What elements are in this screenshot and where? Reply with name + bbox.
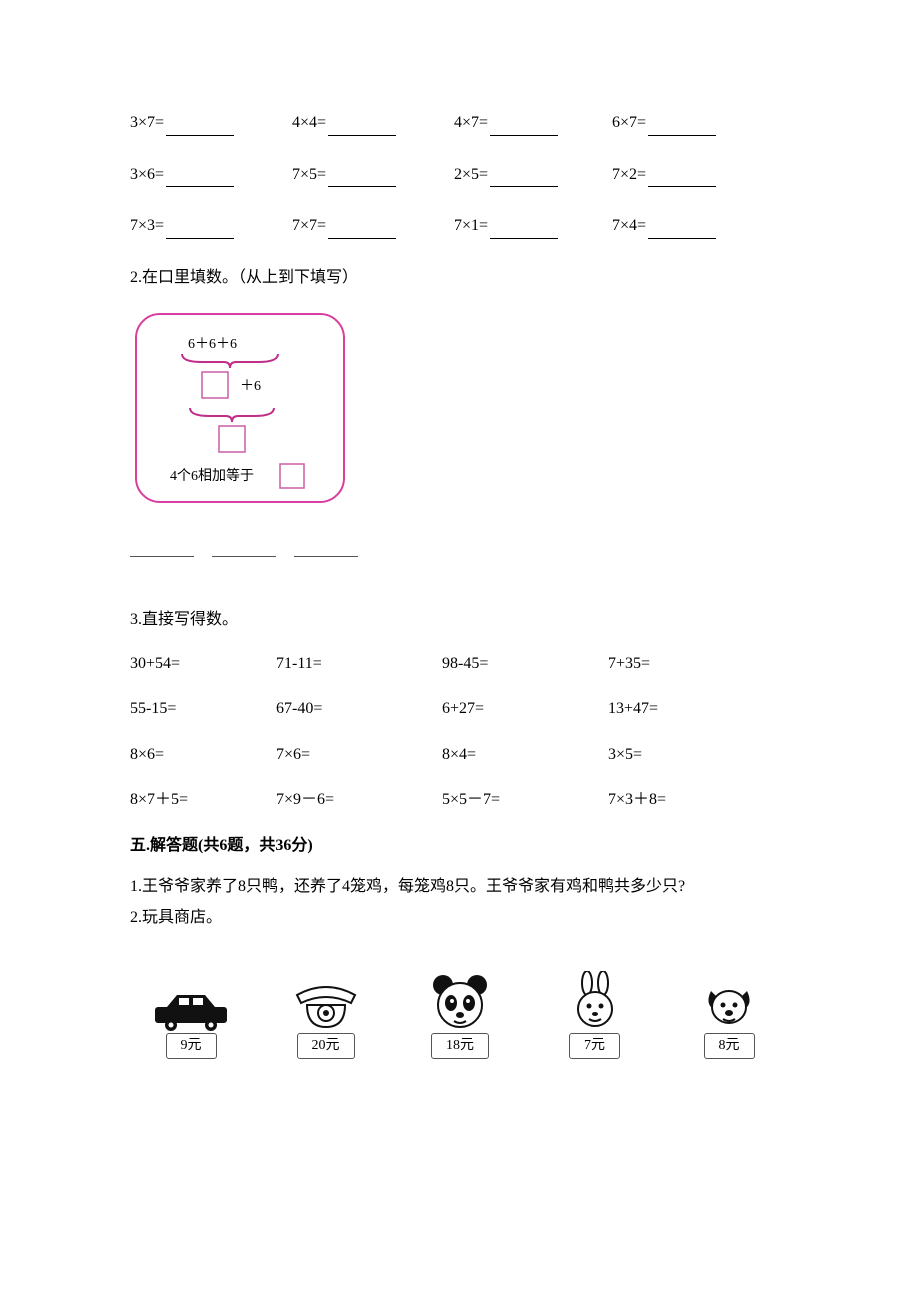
question-3-grid: 30+54= 71-11= 98-45= 7+35= 55-15= 67-40=… — [130, 651, 790, 813]
eq-cell: 6×7= — [612, 110, 772, 136]
eq-expr: 7×4= — [612, 213, 646, 239]
eq-cell: 7×5= — [292, 162, 454, 188]
calc-cell: 3×5= — [608, 742, 758, 768]
svg-text:＋6: ＋6 — [240, 379, 261, 394]
toy-item-rabbit: 7元 — [540, 973, 650, 1059]
answer-blank[interactable] — [328, 120, 396, 136]
calc-cell: 5×5－7= — [442, 787, 608, 813]
question-2-answer-blanks — [130, 547, 790, 557]
calc-cell: 7×6= — [276, 742, 442, 768]
toy-item-panda: 18元 — [405, 973, 515, 1059]
calc-cell: 30+54= — [130, 651, 276, 677]
eq-cell: 7×3= — [130, 213, 292, 239]
question-2-prompt: 2.在口里填数。（从上到下填写） — [130, 265, 790, 291]
answer-blank[interactable] — [166, 171, 234, 187]
price-tag: 9元 — [166, 1033, 217, 1059]
telephone-icon — [289, 973, 363, 1031]
eq-cell: 7×1= — [454, 213, 612, 239]
price-tag: 18元 — [431, 1033, 489, 1059]
eq-expr: 2×5= — [454, 162, 488, 188]
eq-cell: 7×2= — [612, 162, 772, 188]
toy-item-dog: 8元 — [674, 973, 784, 1059]
calc-cell: 7×9－6= — [276, 787, 442, 813]
eq-row: 3×6= 7×5= 2×5= 7×2= — [130, 162, 790, 188]
eq-expr: 6×7= — [612, 110, 646, 136]
calc-row: 8×6= 7×6= 8×4= 3×5= — [130, 742, 790, 768]
calc-cell: 8×7＋5= — [130, 787, 276, 813]
answer-blank[interactable] — [648, 171, 716, 187]
price-tag: 8元 — [704, 1033, 755, 1059]
calc-cell: 7×3＋8= — [608, 787, 758, 813]
eq-expr: 7×2= — [612, 162, 646, 188]
answer-blank[interactable] — [166, 223, 234, 239]
dog-icon — [701, 973, 757, 1031]
eq-expr: 7×5= — [292, 162, 326, 188]
question-2-diagram: 6＋6＋6 ＋6 4个6相加等于 — [130, 308, 790, 517]
answer-blank[interactable] — [166, 120, 234, 136]
eq-cell: 4×4= — [292, 110, 454, 136]
answer-blank[interactable] — [490, 171, 558, 187]
calc-cell: 13+47= — [608, 696, 758, 722]
eq-cell: 7×7= — [292, 213, 454, 239]
svg-text:6＋6＋6: 6＋6＋6 — [188, 337, 237, 352]
section-5-heading: 五.解答题(共6题，共36分) — [130, 833, 790, 859]
calc-row: 30+54= 71-11= 98-45= 7+35= — [130, 651, 790, 677]
calc-cell: 55-15= — [130, 696, 276, 722]
toy-item-phone: 20元 — [271, 973, 381, 1059]
problem-2-text: 2.玩具商店。 — [130, 904, 790, 931]
eq-row: 3×7= 4×4= 4×7= 6×7= — [130, 110, 790, 136]
answer-blank[interactable] — [328, 171, 396, 187]
worksheet-page: 3×7= 4×4= 4×7= 6×7= 3×6= 7×5= 2×5= 7×2= … — [0, 0, 920, 1119]
calc-row: 55-15= 67-40= 6+27= 13+47= — [130, 696, 790, 722]
problem-1-text: 1.王爷爷家养了8只鸭，还养了4笼鸡，每笼鸡8只。王爷爷家有鸡和鸭共多少只? — [130, 873, 790, 900]
svg-text:4个6相加等于: 4个6相加等于 — [170, 467, 254, 484]
panda-icon — [427, 973, 493, 1031]
calc-cell: 67-40= — [276, 696, 442, 722]
eq-cell: 7×4= — [612, 213, 772, 239]
fill-box-diagram-icon: 6＋6＋6 ＋6 4个6相加等于 — [130, 308, 350, 508]
eq-cell: 2×5= — [454, 162, 612, 188]
eq-row: 7×3= 7×7= 7×1= 7×4= — [130, 213, 790, 239]
eq-expr: 3×7= — [130, 110, 164, 136]
answer-blank[interactable] — [328, 223, 396, 239]
answer-blank[interactable] — [294, 547, 358, 557]
calc-cell: 6+27= — [442, 696, 608, 722]
eq-expr: 7×3= — [130, 213, 164, 239]
calc-cell: 8×4= — [442, 742, 608, 768]
eq-expr: 4×7= — [454, 110, 488, 136]
answer-blank[interactable] — [648, 223, 716, 239]
calc-cell: 71-11= — [276, 651, 442, 677]
calc-cell: 7+35= — [608, 651, 758, 677]
eq-expr: 4×4= — [292, 110, 326, 136]
answer-blank[interactable] — [130, 547, 194, 557]
calc-cell: 8×6= — [130, 742, 276, 768]
price-tag: 20元 — [297, 1033, 355, 1059]
car-icon — [149, 973, 233, 1031]
rabbit-icon — [567, 973, 623, 1031]
answer-blank[interactable] — [648, 120, 716, 136]
answer-blank[interactable] — [490, 223, 558, 239]
eq-cell: 3×6= — [130, 162, 292, 188]
eq-expr: 7×1= — [454, 213, 488, 239]
price-tag: 7元 — [569, 1033, 620, 1059]
calc-row: 8×7＋5= 7×9－6= 5×5－7= 7×3＋8= — [130, 787, 790, 813]
toy-store-row: 9元 20元 — [130, 973, 790, 1059]
calc-cell: 98-45= — [442, 651, 608, 677]
eq-cell: 3×7= — [130, 110, 292, 136]
answer-blank[interactable] — [212, 547, 276, 557]
question-1-equations: 3×7= 4×4= 4×7= 6×7= 3×6= 7×5= 2×5= 7×2= … — [130, 110, 790, 239]
answer-blank[interactable] — [490, 120, 558, 136]
eq-cell: 4×7= — [454, 110, 612, 136]
eq-expr: 7×7= — [292, 213, 326, 239]
question-3-prompt: 3.直接写得数。 — [130, 607, 790, 633]
eq-expr: 3×6= — [130, 162, 164, 188]
toy-item-car: 9元 — [136, 973, 246, 1059]
